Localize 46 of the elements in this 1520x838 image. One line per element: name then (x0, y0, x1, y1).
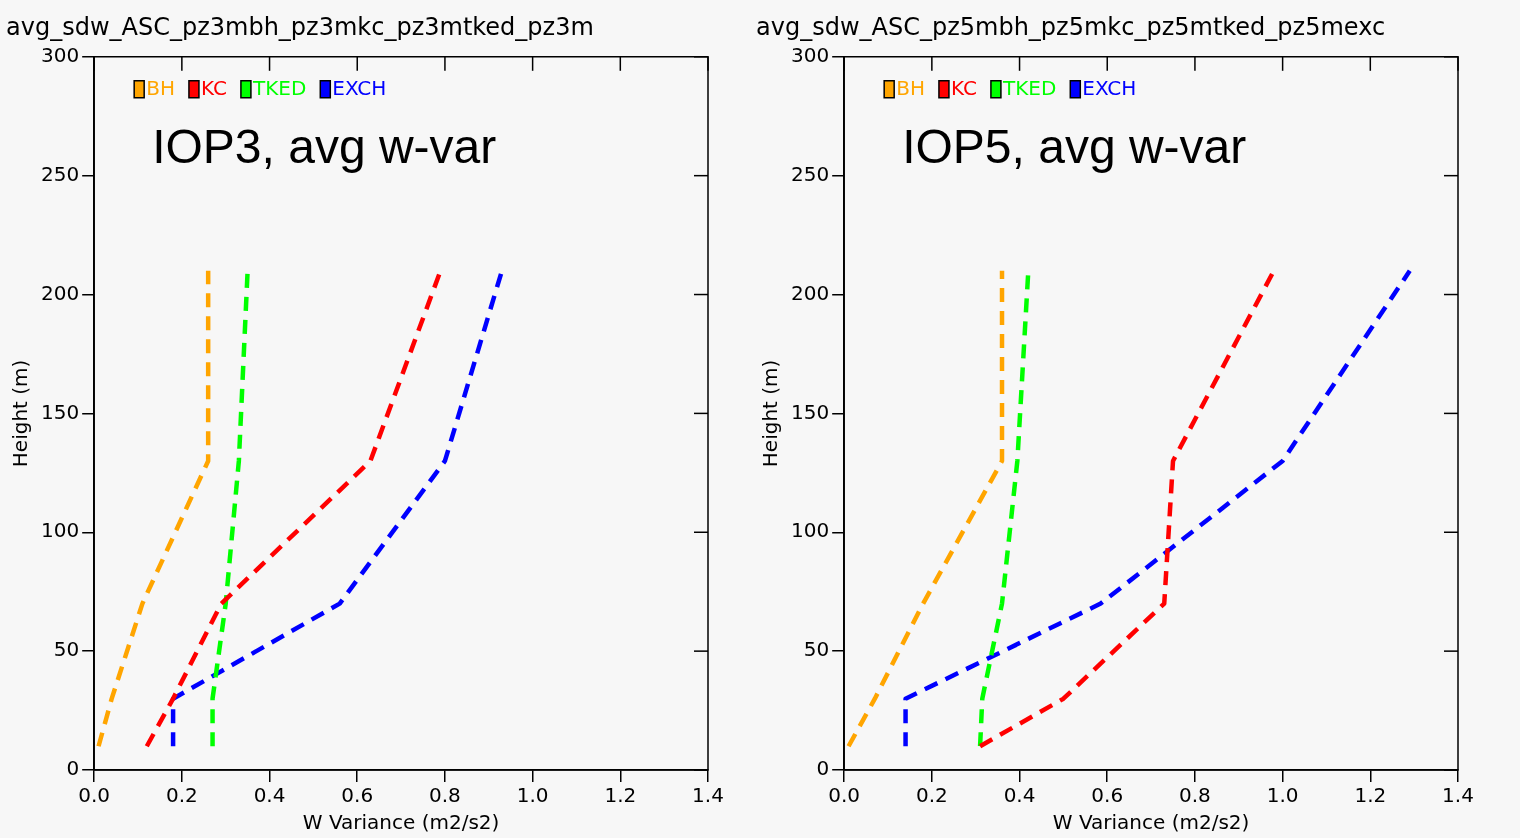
y-tick-label: 300 (40, 43, 80, 67)
chart-title: avg_sdw_ASC_pz3mbh_pz3mkc_pz3mtked_pz3m (6, 12, 594, 41)
y-axis-title: Height (m) (8, 359, 33, 468)
x-tick-label: 0.0 (828, 783, 861, 808)
x-tick-label: 0.2 (915, 783, 948, 808)
y-tick-label: 100 (790, 518, 830, 543)
chart-title: avg_sdw_ASC_pz5mbh_pz5mkc_pz5mtked_pz5mexc (756, 12, 1386, 41)
annotation: IOP3, avg w-var (152, 120, 497, 174)
x-tick-label: 0.8 (1179, 783, 1211, 808)
legend-label: TKED (251, 76, 307, 100)
y-axis-title: Height (m) (758, 359, 783, 468)
y-tick-label: 50 (803, 637, 830, 662)
legend-label: KC (950, 76, 977, 100)
x-tick-label: 1.0 (1266, 783, 1299, 808)
x-tick-label: 0.6 (341, 783, 374, 808)
x-tick-label: 1.4 (1442, 783, 1474, 808)
y-tick-label: 200 (790, 280, 830, 305)
legend-label: TKED (1001, 76, 1057, 100)
annotation: IOP5, avg w-var (902, 120, 1247, 174)
x-tick-label: 0.8 (429, 783, 461, 808)
legend-label: EXCH (1082, 76, 1137, 100)
y-tick-label: 0 (66, 756, 80, 781)
x-tick-label: 1.2 (1354, 783, 1387, 808)
legend-label: BH (146, 76, 175, 100)
y-tick-label: 250 (40, 161, 80, 186)
y-tick-label: 50 (53, 637, 80, 662)
x-axis-title: W Variance (m2/s2) (1052, 810, 1250, 835)
y-tick-label: 250 (790, 161, 830, 186)
y-tick-label: 100 (40, 518, 80, 543)
x-tick-label: 0.4 (253, 783, 286, 808)
legend-label: BH (896, 76, 925, 100)
y-tick-label: 0 (816, 756, 830, 781)
x-tick-label: 1.0 (516, 783, 549, 808)
y-tick-label: 200 (40, 280, 80, 305)
x-tick-label: 0.4 (1003, 783, 1036, 808)
y-tick-label: 300 (790, 43, 830, 67)
x-axis-title: W Variance (m2/s2) (302, 810, 500, 835)
legend-label: EXCH (332, 76, 387, 100)
legend-label: KC (200, 76, 227, 100)
x-tick-label: 0.2 (165, 783, 198, 808)
x-tick-label: 0.6 (1091, 783, 1124, 808)
y-tick-label: 150 (790, 399, 830, 424)
x-tick-label: 1.2 (604, 783, 637, 808)
x-tick-label: 1.4 (692, 783, 724, 808)
x-tick-label: 0.0 (78, 783, 111, 808)
y-tick-label: 150 (40, 399, 80, 424)
